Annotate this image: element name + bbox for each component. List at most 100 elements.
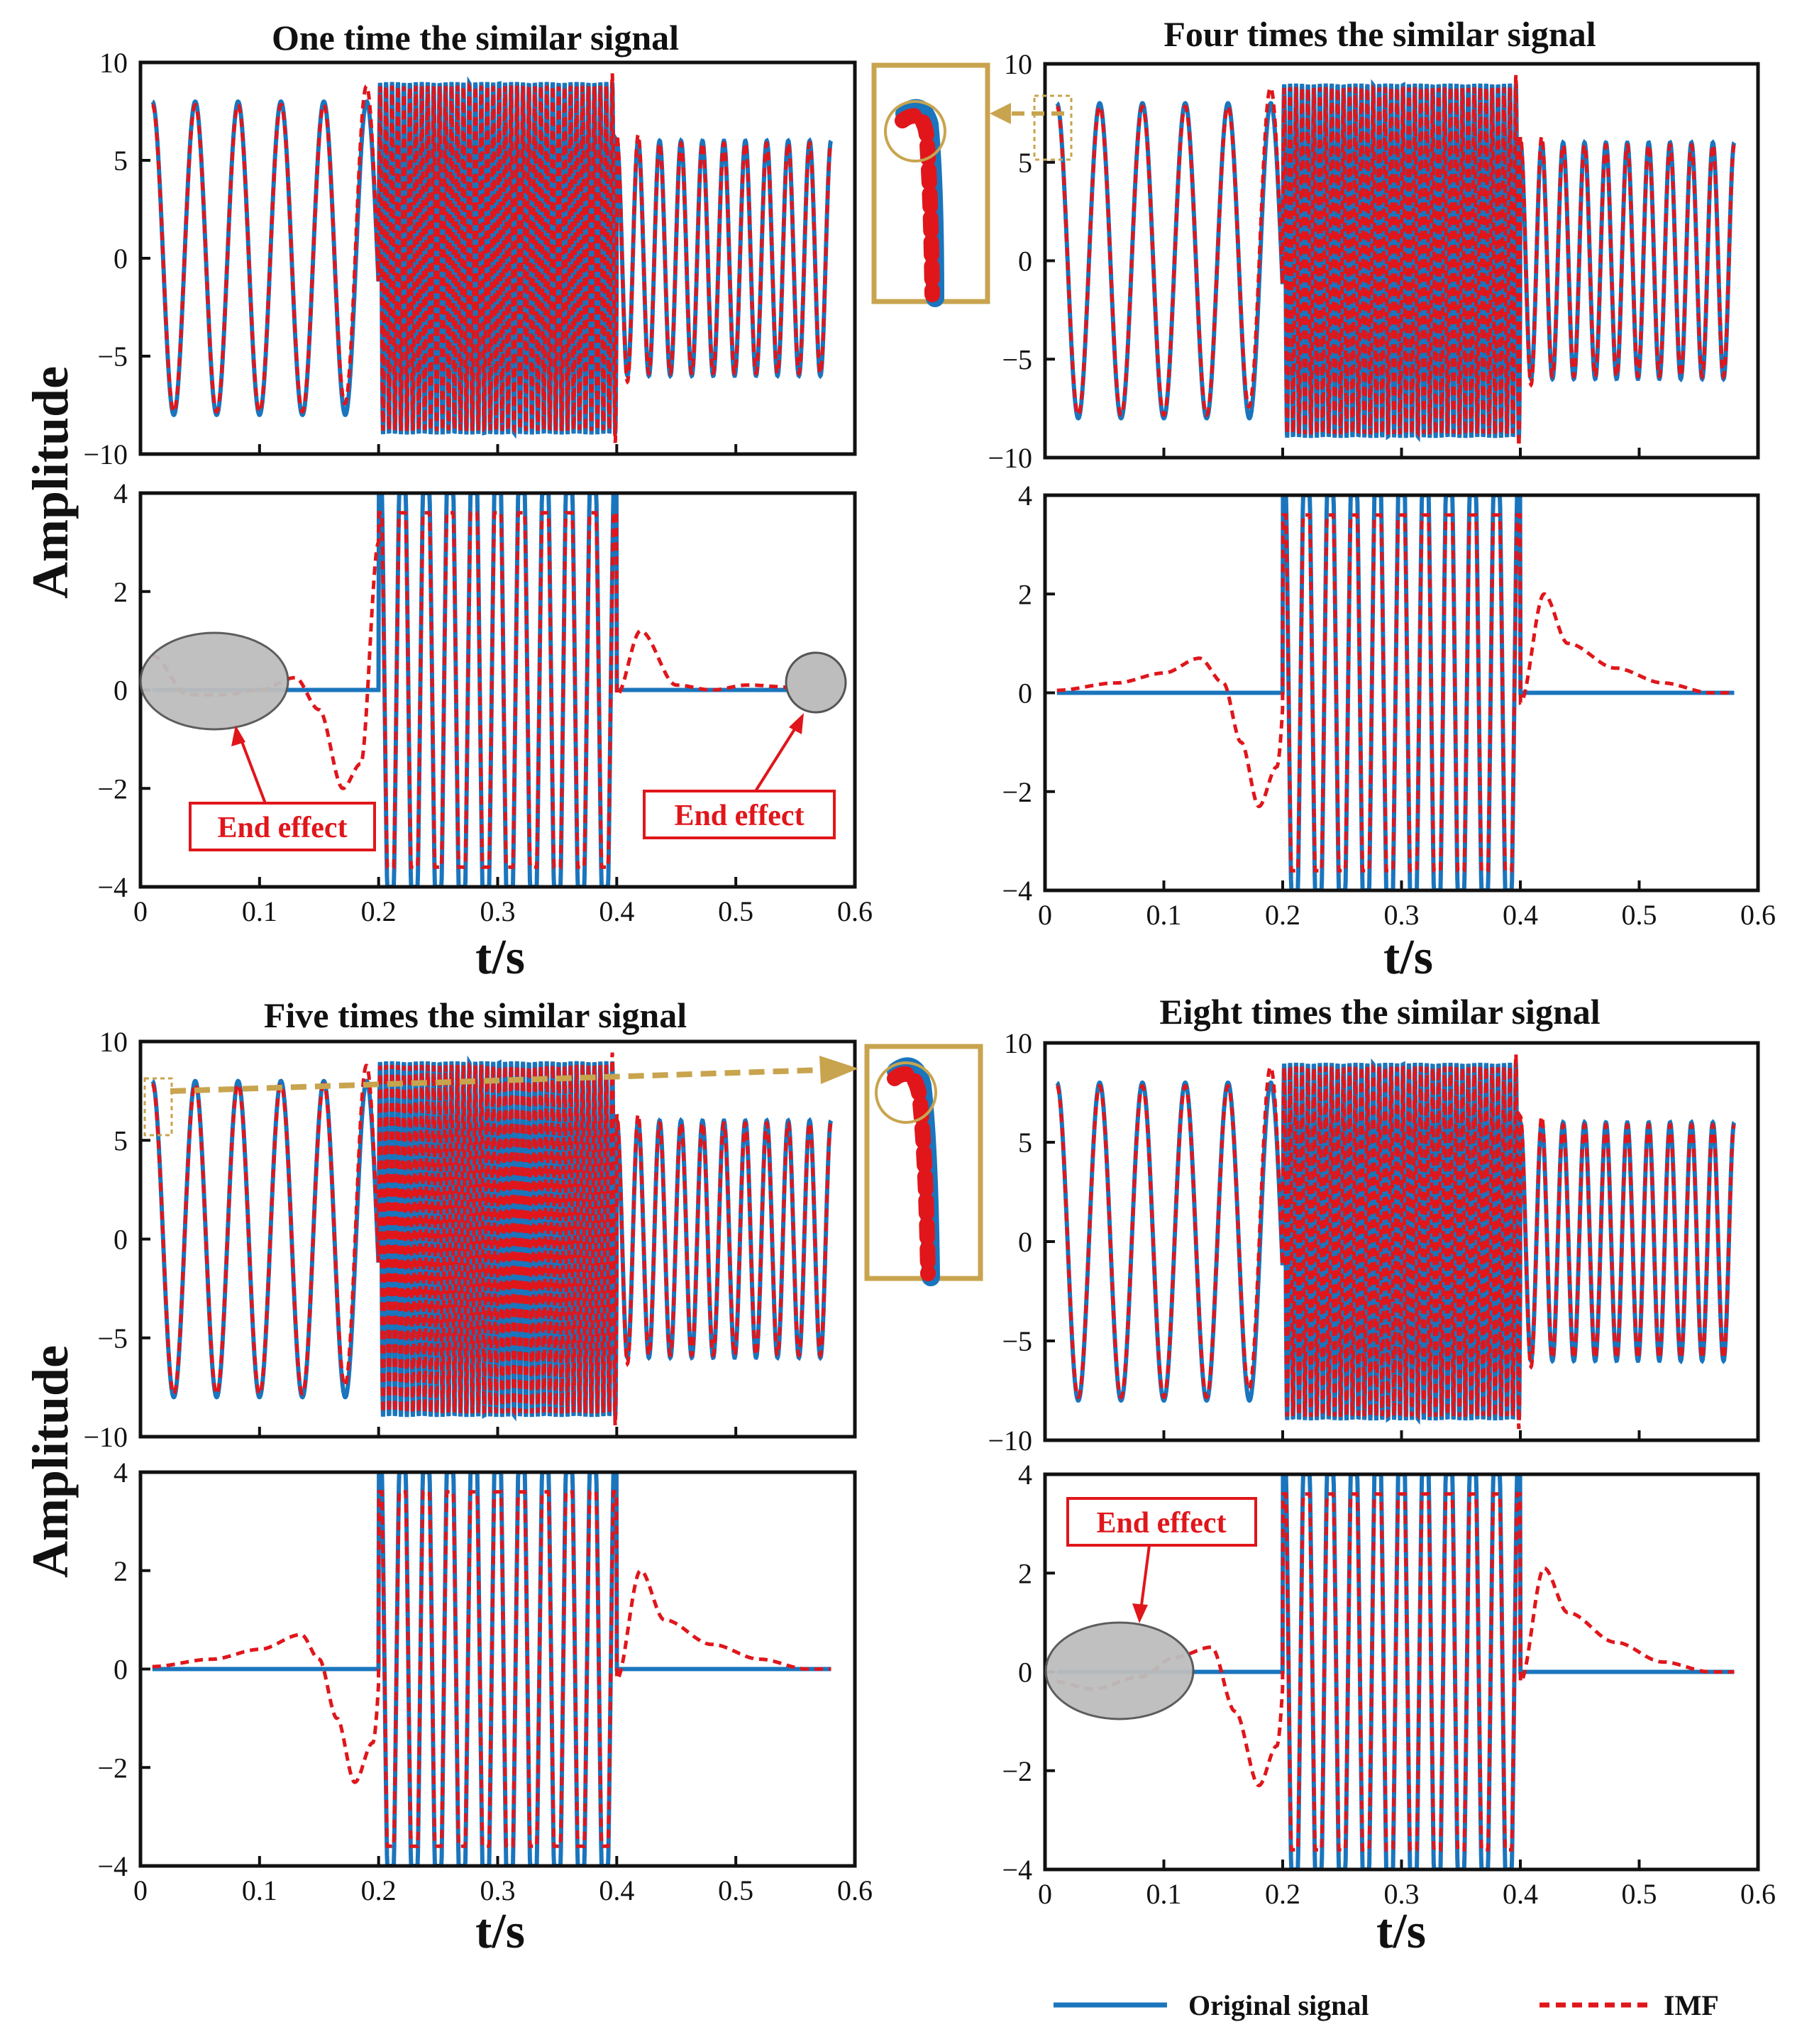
y-tick-label: 10	[99, 47, 128, 79]
subplot-top: 10 5 0 −5 −10	[83, 47, 857, 470]
y-tick-label: 4	[114, 1457, 128, 1488]
x-tick-label: 0.6	[837, 895, 873, 927]
y-tick-label: −5	[1002, 1325, 1032, 1357]
x-tick-label: 0.4	[599, 895, 634, 927]
x-tick-label: 0.6	[1740, 1878, 1776, 1910]
y-axis-label-upper: Amplitude	[22, 366, 79, 599]
end-effect-label-1: End effect	[217, 812, 347, 844]
x-tick-label: 0	[133, 1874, 148, 1906]
series-imf	[1056, 74, 1736, 447]
y-tick-label: −4	[1002, 875, 1032, 907]
x-tick-label: 0.6	[837, 1874, 873, 1906]
y-tick-label: 5	[114, 1125, 128, 1156]
y-tick-label: 2	[114, 576, 128, 608]
x-tick-label: 0.5	[718, 895, 753, 927]
x-tick-label: 0.5	[718, 1874, 753, 1906]
x-tick-label: 0.1	[1146, 899, 1182, 931]
y-tick-label: 10	[1004, 48, 1032, 80]
x-tick-label: 0.2	[1265, 899, 1300, 931]
y-tick-label: −5	[97, 341, 128, 372]
end-effect-annotation-2: End effect	[643, 651, 847, 839]
y-tick-label: −2	[97, 773, 128, 805]
y-tick-label: 5	[1018, 1127, 1032, 1159]
x-tick-label: 0.5	[1622, 899, 1657, 931]
series-imf	[1056, 1054, 1736, 1430]
y-tick-label: 0	[114, 1224, 128, 1256]
subplot-top: 10 5 0 −5 −10	[988, 48, 1760, 474]
y-tick-label: 10	[99, 1026, 128, 1058]
zoom-inset-top	[871, 62, 1073, 307]
y-tick-label: 10	[1004, 1027, 1032, 1059]
end-effect-annotation-3: End effect	[1044, 1497, 1257, 1720]
legend-imf-label: IMF	[1664, 1989, 1719, 2021]
x-tick-label: 0.3	[1384, 899, 1420, 931]
x-tick-label: 0.6	[1740, 899, 1776, 931]
y-tick-label: 0	[114, 1654, 128, 1686]
panel-title-4: Eight times the similar signal	[1159, 992, 1600, 1032]
y-tick-label: 2	[114, 1555, 128, 1587]
y-tick-label: −2	[1002, 776, 1032, 808]
subplot-top: 10 5 0 −5 −10	[83, 1026, 857, 1453]
y-tick-label: 2	[1018, 1557, 1032, 1589]
y-tick-label: −4	[97, 1850, 128, 1882]
x-axis-label-1: t/s	[475, 930, 525, 985]
x-tick-label: 0.1	[242, 1874, 277, 1906]
y-tick-label: 4	[1018, 480, 1032, 512]
y-tick-label: 0	[1018, 1657, 1032, 1689]
y-tick-label: 0	[114, 243, 128, 275]
y-tick-label: 0	[1018, 678, 1032, 709]
x-axis-label-4: t/s	[1376, 1904, 1426, 1959]
y-tick-label: 5	[114, 145, 128, 177]
panel-title-3: Five times the similar signal	[264, 995, 687, 1035]
series-original-signal	[152, 1472, 831, 1866]
subplot-bottom: 420−2−40 0.1 0.2 0.3 0.4 0.5 0.6	[97, 1457, 873, 1906]
x-tick-label: 0.3	[1384, 1878, 1420, 1910]
y-tick-label: 4	[1018, 1459, 1032, 1491]
x-tick-label: 0.1	[242, 895, 277, 927]
y-tick-label: −10	[83, 1421, 128, 1453]
x-tick-label: 0.2	[361, 1874, 397, 1906]
x-tick-label: 0.2	[1265, 1878, 1300, 1910]
y-tick-label: 0	[114, 675, 128, 707]
x-tick-label: 0.3	[480, 1874, 516, 1906]
y-tick-label: 5	[1018, 147, 1032, 179]
x-tick-label: 0.1	[1146, 1878, 1182, 1910]
x-tick-label: 0.4	[1503, 1878, 1538, 1910]
y-tick-label: 0	[1018, 245, 1032, 277]
subplot-top: 10 5 0 −5 −10	[988, 1027, 1760, 1457]
y-tick-label: 2	[1018, 578, 1032, 610]
legend-original-label: Original signal	[1188, 1989, 1369, 2021]
y-tick-label: −2	[1002, 1755, 1032, 1787]
y-tick-label: 4	[114, 477, 128, 509]
x-tick-label: 0	[1038, 899, 1052, 931]
end-effect-annotation-1: End effect	[139, 631, 376, 851]
x-tick-label: 0	[133, 895, 148, 927]
y-tick-label: −4	[97, 871, 128, 903]
y-tick-label: 0	[1018, 1226, 1032, 1258]
end-effect-label-3: End effect	[1096, 1507, 1226, 1540]
y-axis-label-lower: Amplitude	[22, 1345, 79, 1578]
y-tick-label: −5	[1002, 343, 1032, 375]
series-imf	[151, 73, 833, 443]
zoom-inset-bottom	[143, 1044, 983, 1286]
legend: Original signal IMF	[1054, 1989, 1719, 2021]
x-tick-label: 0.4	[599, 1874, 634, 1906]
panel-title-2: Four times the similar signal	[1163, 14, 1596, 54]
y-tick-label: −10	[83, 438, 128, 470]
x-tick-label: 0.4	[1503, 899, 1538, 931]
y-tick-label: −10	[988, 442, 1032, 474]
y-tick-label: −2	[97, 1752, 128, 1784]
subplot-bottom: 420−2−40 0.1 0.2 0.3 0.4 0.5 0.6	[1002, 480, 1776, 931]
series-imf	[1056, 513, 1735, 873]
x-tick-label: 0.3	[480, 895, 516, 927]
end-effect-label-2: End effect	[674, 800, 804, 832]
y-tick-label: −10	[988, 1425, 1032, 1457]
x-tick-label: 0.5	[1622, 1878, 1657, 1910]
series-imf	[152, 1490, 831, 1848]
x-tick-label: 0	[1038, 1878, 1052, 1910]
